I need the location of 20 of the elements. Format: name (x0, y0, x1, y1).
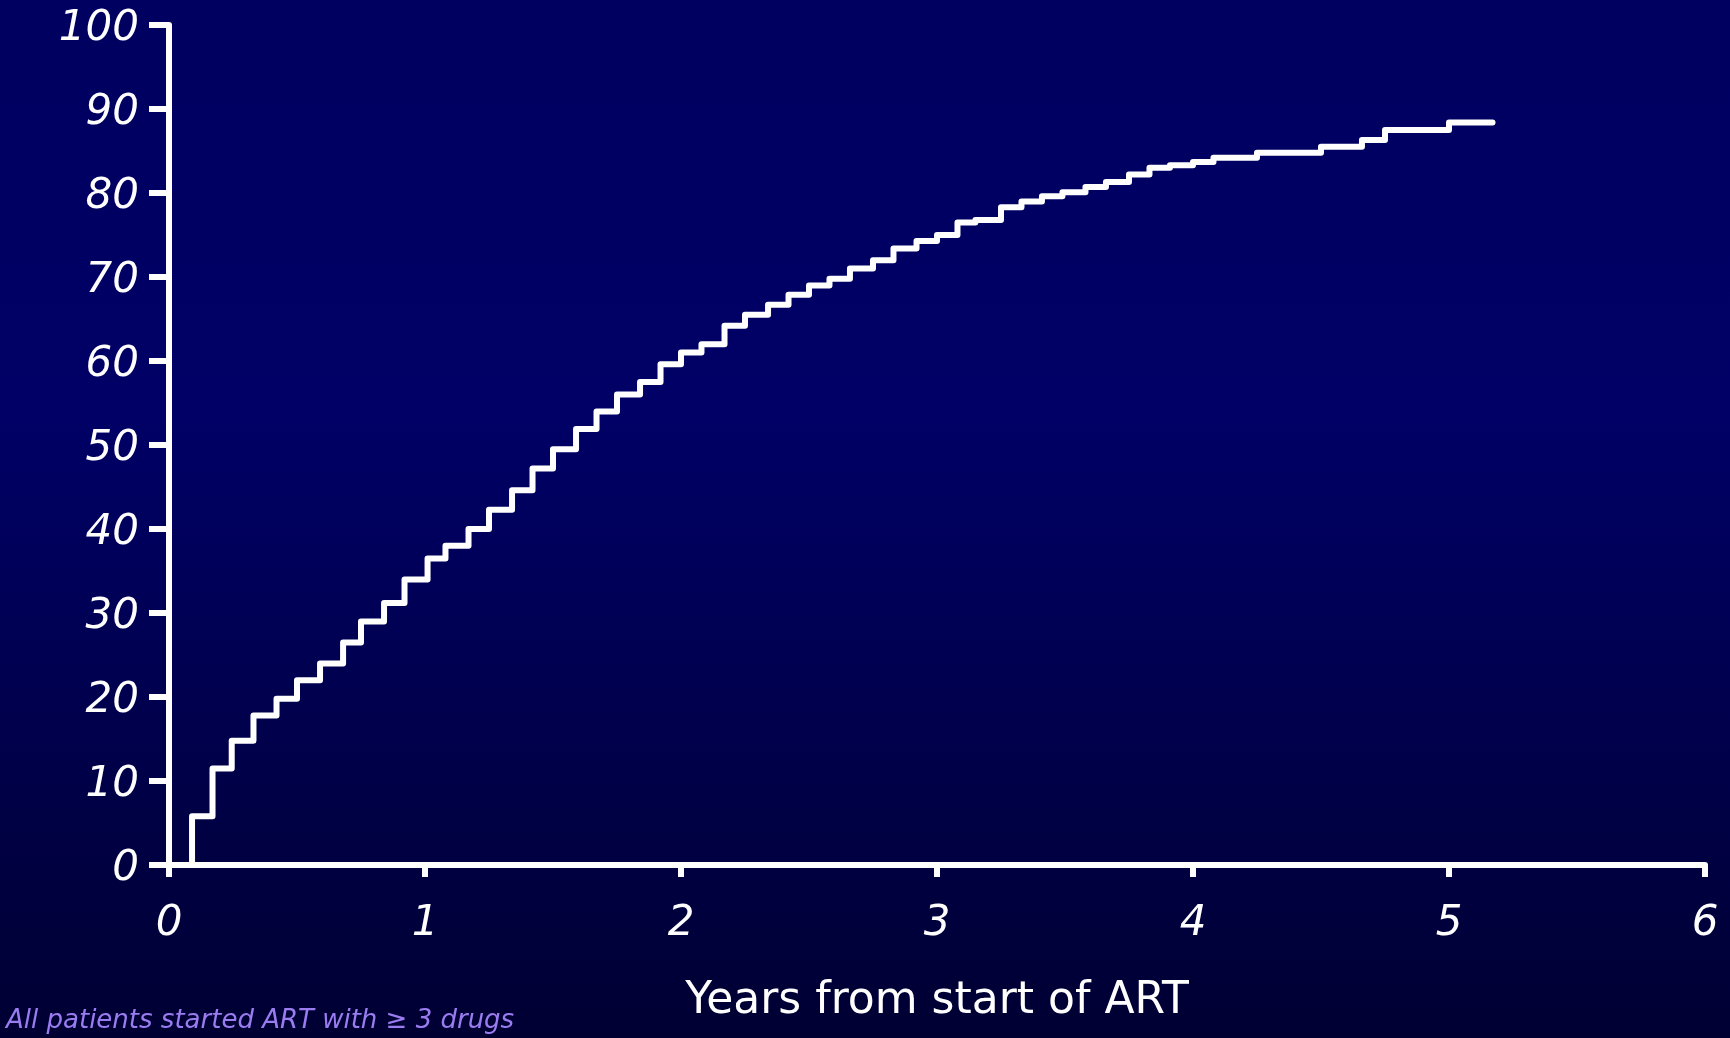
y-tick-label: 60 (85, 336, 139, 386)
y-tick-label: 50 (85, 420, 139, 470)
x-tick-label: 6 (1691, 895, 1719, 945)
y-tick-label: 100 (58, 0, 139, 50)
y-tick-label: 0 (112, 840, 139, 890)
x-axis-title: Years from start of ART (684, 971, 1189, 1023)
y-tick-label: 40 (85, 504, 139, 554)
y-tick-label: 90 (85, 84, 139, 134)
x-tick-label: 0 (155, 895, 183, 945)
y-tick-label: 10 (85, 756, 139, 806)
y-tick-label: 80 (85, 168, 139, 218)
y-tick-label: 30 (85, 588, 139, 638)
x-tick-label: 5 (1435, 895, 1463, 945)
text: All patients started ART with ≥ 3 drugs (4, 1004, 515, 1034)
y-tick-label: 20 (85, 672, 139, 722)
x-tick-label: 4 (1179, 895, 1207, 945)
x-tick-label: 2 (667, 895, 695, 945)
x-tick-label: 1 (411, 895, 439, 945)
x-tick-label: 3 (923, 895, 951, 945)
y-tick-label: 70 (85, 252, 139, 302)
